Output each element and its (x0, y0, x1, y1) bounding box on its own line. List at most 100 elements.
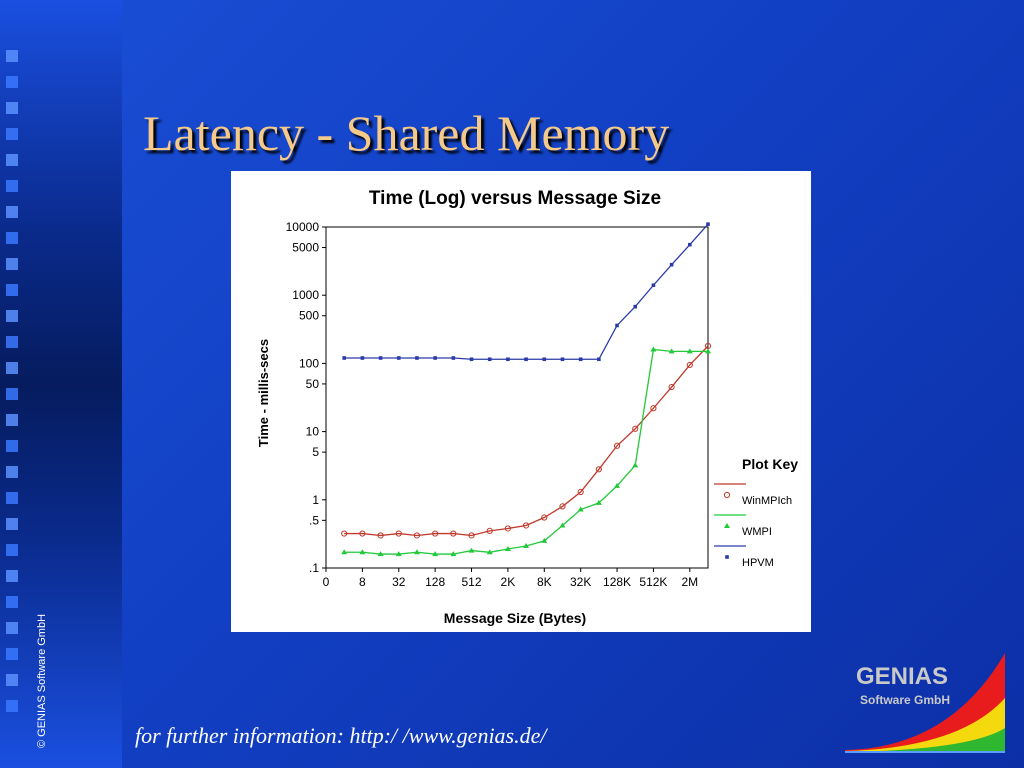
data-point-winmpich (468, 532, 475, 539)
x-tick-label: 2K (501, 575, 516, 589)
latency-chart: Time (Log) versus Message Size Message S… (256, 188, 798, 626)
x-tick-label: 512 (462, 575, 482, 589)
legend-marker (723, 491, 731, 499)
data-point-hpvm (597, 357, 601, 362)
data-point-hpvm (688, 242, 692, 247)
logo-name: GENIAS (856, 663, 949, 690)
x-tick-label: 32 (392, 575, 406, 589)
data-point-hpvm (469, 357, 474, 362)
data-point-wmpi (377, 551, 384, 557)
data-point-winmpich (686, 361, 693, 369)
data-point-winmpich (613, 442, 621, 449)
x-tick-label: 512K (639, 575, 667, 589)
data-point-winmpich (632, 425, 639, 432)
data-point-wmpi (632, 462, 639, 468)
data-point-hpvm (524, 357, 528, 362)
plot-area (325, 226, 709, 569)
x-tick-label: 8K (537, 575, 552, 589)
data-point-winmpich (504, 525, 512, 532)
data-point-hpvm (415, 356, 419, 360)
data-point-wmpi (450, 551, 457, 557)
chart-container: Time (Log) versus Message Size Message S… (231, 171, 811, 632)
data-point-wmpi (359, 549, 366, 555)
data-point-hpvm (633, 304, 638, 309)
legend-label: WinMPIch (742, 495, 792, 507)
legend-marker (724, 523, 730, 528)
data-point-wmpi (705, 348, 711, 354)
data-point-hpvm (396, 356, 401, 360)
y-axis-label: Time - millis-secs (256, 339, 271, 447)
data-point-winmpich (413, 532, 421, 539)
data-point-winmpich (450, 530, 457, 537)
data-point-wmpi (468, 547, 475, 553)
data-point-winmpich (559, 503, 566, 510)
data-point-hpvm (506, 357, 510, 362)
y-tick-label: 5 (312, 445, 319, 459)
y-tick-group: 10000 5000 1000 500 100 50 10 5 1 .5 .1 (286, 220, 326, 575)
legend-label: WMPI (742, 526, 772, 538)
data-point-wmpi (395, 551, 402, 557)
data-point-winmpich (486, 527, 493, 534)
data-point-wmpi (432, 551, 439, 557)
data-point-hpvm (487, 357, 492, 362)
data-point-hpvm (378, 356, 383, 360)
x-tick-label: 8 (359, 575, 366, 589)
data-point-wmpi (668, 348, 675, 354)
x-tick-label: 2M (681, 575, 698, 589)
left-decorative-bar (0, 0, 122, 768)
genias-logo-swoosh (845, 653, 1005, 753)
y-tick-label: 10000 (286, 220, 320, 234)
x-tick-label: 128K (603, 575, 631, 589)
data-point-winmpich (541, 514, 548, 521)
slide-title: Latency - Shared Memory (143, 105, 670, 161)
series-line-hpvm (344, 223, 709, 360)
series-line-winmpich (344, 345, 709, 537)
x-tick-group: 0 8 32 128 512 2K 8K 32K 128K 512K 2M (323, 568, 698, 589)
y-tick-label: 5000 (292, 241, 319, 255)
y-tick-label: 1 (312, 493, 319, 507)
legend-title: Plot Key (742, 456, 798, 472)
data-point-winmpich (668, 383, 675, 391)
data-point-winmpich (341, 530, 348, 537)
data-point-winmpich (377, 532, 384, 539)
x-tick-label: 32K (570, 575, 591, 589)
y-tick-label: 50 (306, 377, 320, 391)
data-point-hpvm (651, 283, 656, 288)
legend: Plot Key WinMPIch WMPI HPVM (714, 456, 798, 569)
x-axis-label: Message Size (Bytes) (444, 610, 586, 626)
data-point-hpvm (560, 357, 565, 362)
data-point-wmpi (523, 543, 530, 549)
series-group (341, 222, 712, 557)
x-tick-label: 128 (425, 575, 445, 589)
y-tick-label: .1 (309, 561, 319, 575)
data-point-winmpich (359, 530, 366, 537)
data-point-winmpich (577, 488, 584, 496)
data-point-hpvm (451, 356, 456, 360)
data-point-hpvm (669, 262, 674, 267)
data-point-wmpi (341, 549, 348, 555)
y-tick-label: 1000 (292, 288, 319, 302)
data-point-hpvm (615, 323, 619, 328)
data-point-winmpich (595, 466, 602, 473)
data-point-winmpich (395, 530, 402, 537)
logo-subtitle: Software GmbH (860, 693, 951, 707)
data-point-winmpich (650, 405, 657, 412)
copyright-text: © GENIAS Software GmbH (36, 613, 48, 748)
footer-link[interactable]: for further information: http:/ /www.gen… (135, 723, 547, 748)
data-point-wmpi (577, 506, 584, 512)
data-point-wmpi (595, 499, 602, 505)
data-point-hpvm (542, 357, 547, 362)
legend-label: HPVM (742, 557, 774, 569)
data-point-hpvm (706, 222, 710, 226)
data-point-wmpi (614, 482, 621, 488)
data-point-wmpi (541, 537, 548, 543)
y-tick-label: 500 (299, 309, 319, 323)
data-point-hpvm (342, 356, 346, 360)
y-tick-label: .5 (309, 513, 319, 527)
data-point-hpvm (433, 356, 437, 360)
data-point-wmpi (413, 549, 420, 555)
data-point-wmpi (686, 348, 693, 354)
data-point-winmpich (522, 522, 530, 529)
data-point-wmpi (486, 549, 493, 555)
y-tick-label: 100 (299, 356, 319, 370)
